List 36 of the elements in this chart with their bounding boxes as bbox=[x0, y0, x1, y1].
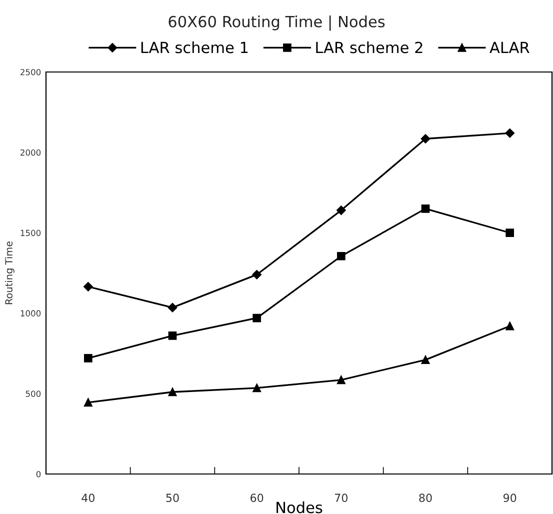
chart-title: 60X60 Routing Time | Nodes bbox=[168, 15, 385, 31]
point bbox=[506, 322, 514, 330]
x-axis-title: Nodes bbox=[276, 501, 322, 514]
y-axis-title: Routing Time bbox=[4, 241, 14, 304]
point bbox=[420, 134, 430, 144]
legend-label: LAR scheme 1 bbox=[141, 41, 248, 54]
point bbox=[252, 384, 261, 392]
point bbox=[252, 314, 261, 322]
x-tick-label: 70 bbox=[335, 494, 348, 502]
point bbox=[168, 302, 178, 312]
point bbox=[506, 228, 514, 237]
point bbox=[421, 204, 430, 213]
point bbox=[337, 252, 346, 260]
legend-label: ALAR bbox=[490, 42, 530, 54]
y-tick-label: 2000 bbox=[20, 149, 41, 156]
y-tick-label: 500 bbox=[26, 390, 41, 397]
y-tick-label: 1000 bbox=[20, 310, 41, 316]
point bbox=[168, 332, 177, 340]
point bbox=[84, 354, 92, 362]
point bbox=[168, 388, 177, 396]
point bbox=[84, 282, 93, 292]
point bbox=[252, 270, 262, 280]
y-tick-label: 0 bbox=[36, 470, 41, 478]
x-tick-label: 60 bbox=[250, 494, 264, 502]
point bbox=[336, 206, 346, 215]
point bbox=[421, 356, 430, 364]
point bbox=[84, 398, 92, 407]
y-tick-label: 1500 bbox=[20, 230, 41, 236]
x-tick-label: 90 bbox=[503, 494, 516, 502]
x-tick-label: 40 bbox=[82, 494, 94, 502]
point bbox=[505, 128, 514, 138]
point bbox=[337, 376, 346, 384]
y-tick-label: 2500 bbox=[20, 68, 41, 76]
x-tick-label: 80 bbox=[419, 494, 432, 502]
legend-label: LAR scheme 2 bbox=[316, 41, 422, 54]
x-tick-label: 50 bbox=[166, 494, 179, 502]
